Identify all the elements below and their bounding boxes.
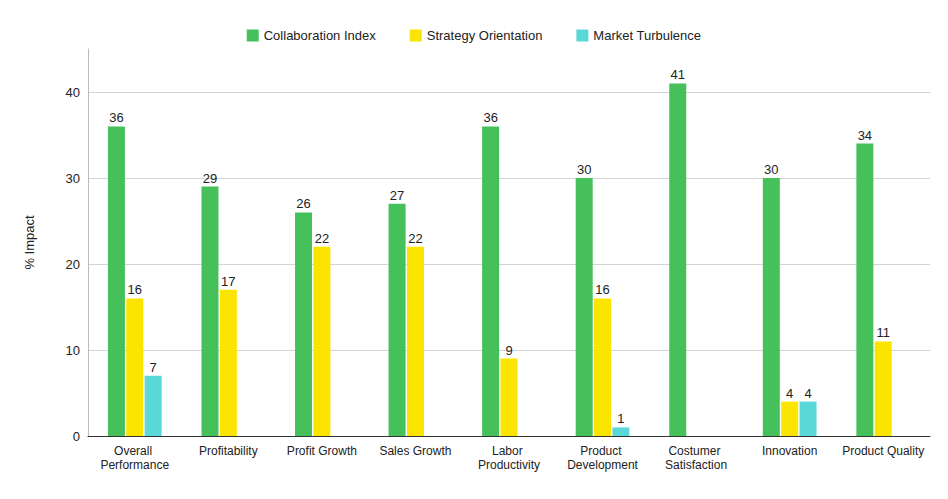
svg-text:11: 11 — [876, 325, 890, 340]
svg-text:22: 22 — [315, 231, 329, 246]
svg-text:Profitability: Profitability — [199, 444, 258, 458]
svg-text:29: 29 — [203, 171, 217, 186]
svg-text:30: 30 — [66, 171, 80, 186]
svg-text:Strategy Orientation: Strategy Orientation — [427, 28, 543, 43]
svg-text:Satisfaction: Satisfaction — [665, 458, 727, 472]
svg-text:Product Quality: Product Quality — [842, 444, 924, 458]
svg-text:Productivity: Productivity — [478, 458, 540, 472]
svg-text:36: 36 — [109, 110, 123, 125]
svg-text:Profit Growth: Profit Growth — [287, 444, 357, 458]
svg-text:30: 30 — [764, 162, 778, 177]
svg-text:Innovation: Innovation — [762, 444, 817, 458]
svg-text:17: 17 — [221, 274, 235, 289]
svg-text:36: 36 — [483, 110, 497, 125]
svg-text:4: 4 — [804, 386, 811, 401]
svg-text:9: 9 — [505, 343, 512, 358]
svg-text:10: 10 — [66, 343, 80, 358]
svg-text:41: 41 — [671, 67, 685, 82]
svg-text:26: 26 — [296, 196, 310, 211]
svg-text:4: 4 — [786, 386, 793, 401]
svg-text:30: 30 — [577, 162, 591, 177]
svg-text:Product: Product — [580, 444, 625, 458]
svg-text:Performance: Performance — [100, 458, 169, 472]
svg-text:16: 16 — [595, 282, 609, 297]
svg-text:Sales Growth: Sales Growth — [379, 444, 451, 458]
svg-text:40: 40 — [66, 85, 80, 100]
svg-text:Costumer: Costumer — [668, 444, 723, 458]
svg-text:Collaboration Index: Collaboration Index — [264, 28, 377, 43]
svg-text:34: 34 — [858, 128, 872, 143]
svg-text:Overall: Overall — [114, 444, 155, 458]
svg-text:0: 0 — [73, 429, 80, 444]
svg-text:Market Turbulence: Market Turbulence — [593, 28, 701, 43]
svg-text:27: 27 — [390, 188, 404, 203]
svg-text:16: 16 — [128, 282, 142, 297]
svg-text:20: 20 — [66, 257, 80, 272]
svg-text:% Impact: % Impact — [22, 215, 37, 270]
svg-text:22: 22 — [408, 231, 422, 246]
svg-text:1: 1 — [617, 411, 624, 426]
svg-text:Labor: Labor — [492, 444, 526, 458]
svg-text:7: 7 — [150, 360, 157, 375]
svg-text:Development: Development — [567, 458, 638, 472]
